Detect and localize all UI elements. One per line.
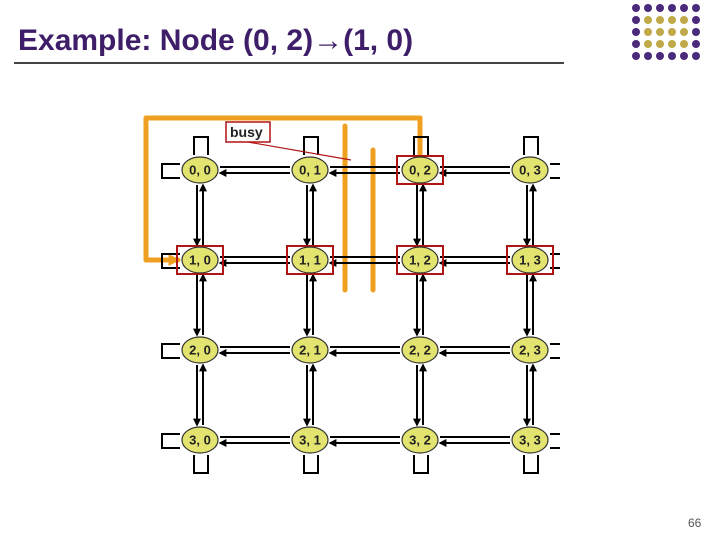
mesh-nodes: 0, 0 0, 1 0, 2 0, 3 1, 0 1, 1 1, 2 1, 3 2, 0 2, 1…	[182, 157, 548, 453]
decor-dot	[656, 28, 664, 36]
mesh-node-label: 0, 1	[299, 163, 321, 178]
mesh-node-label: 1, 3	[519, 253, 541, 268]
mesh-node-label: 1, 0	[189, 253, 211, 268]
decor-dot	[692, 28, 700, 36]
decor-dot	[632, 4, 640, 12]
decor-dot	[668, 28, 676, 36]
mesh-node-label: 0, 2	[409, 163, 431, 178]
mesh-diagram: 0, 0 0, 1 0, 2 0, 3 1, 0 1, 1 1, 2 1, 3 2, 0 2, 1…	[130, 110, 560, 510]
decor-dot	[680, 16, 688, 24]
decor-dot	[644, 4, 652, 12]
mesh-node-label: 2, 0	[189, 343, 211, 358]
mesh-node-label: 1, 1	[299, 253, 321, 268]
mesh-node-label: 0, 3	[519, 163, 541, 178]
mesh-node-label: 3, 2	[409, 433, 431, 448]
decor-dot	[668, 4, 676, 12]
mesh-node-label: 2, 1	[299, 343, 321, 358]
decor-dot	[644, 16, 652, 24]
decor-dot	[692, 52, 700, 60]
decor-dot	[656, 4, 664, 12]
decor-dot	[644, 28, 652, 36]
mesh-edges	[162, 137, 560, 473]
slide-title: Example: Node (0, 2)→(1, 0)	[18, 24, 413, 58]
decor-dot	[632, 28, 640, 36]
mesh-node-label: 3, 1	[299, 433, 321, 448]
decor-dot	[668, 16, 676, 24]
mesh-node-label: 1, 2	[409, 253, 431, 268]
decor-dot	[632, 40, 640, 48]
decor-dot	[668, 52, 676, 60]
decor-dot	[680, 40, 688, 48]
decor-dot	[680, 52, 688, 60]
page-number: 66	[688, 516, 701, 530]
busy-annotation: busy	[226, 122, 351, 160]
decor-dot	[656, 52, 664, 60]
decor-dot	[668, 40, 676, 48]
decor-dot	[680, 28, 688, 36]
decor-dot	[680, 4, 688, 12]
mesh-node-label: 2, 3	[519, 343, 541, 358]
decor-dot	[692, 16, 700, 24]
mesh-node-label: 2, 2	[409, 343, 431, 358]
decor-dot	[644, 40, 652, 48]
decor-dot	[692, 4, 700, 12]
mesh-node-label: 0, 0	[189, 163, 211, 178]
decor-dot	[632, 16, 640, 24]
decor-dot	[656, 16, 664, 24]
busy-label: busy	[230, 124, 263, 140]
decor-dot	[692, 40, 700, 48]
mesh-node-label: 3, 0	[189, 433, 211, 448]
decor-dot	[644, 52, 652, 60]
decor-dot	[656, 40, 664, 48]
mesh-node-label: 3, 3	[519, 433, 541, 448]
title-underline	[14, 62, 564, 64]
decor-dot	[632, 52, 640, 60]
